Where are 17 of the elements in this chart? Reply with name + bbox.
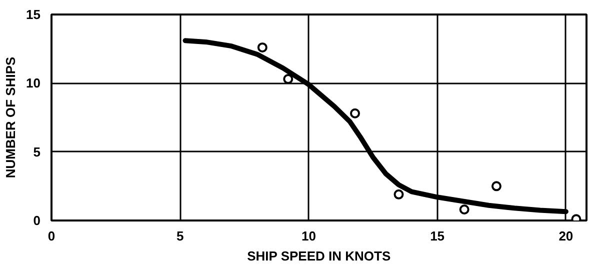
x-tick-label: 10 (301, 228, 316, 244)
x-axis-title: SHIP SPEED IN KNOTS (247, 248, 391, 264)
y-tick-label: 5 (33, 144, 41, 160)
y-axis-title: NUMBER OF SHIPS (3, 56, 18, 178)
point (394, 189, 404, 200)
point (491, 181, 502, 192)
x-tick-label: 0 (48, 228, 56, 244)
y-tick-label: 10 (26, 76, 41, 91)
point (283, 74, 294, 84)
point (257, 42, 268, 52)
x-tick-label: 20 (558, 228, 574, 244)
point (350, 108, 360, 118)
x-tick-label: 15 (430, 228, 445, 244)
y-tick-label: 15 (26, 7, 41, 22)
y-tick-label: 0 (33, 213, 41, 228)
point (459, 204, 470, 215)
x-tick-label: 5 (176, 228, 184, 244)
